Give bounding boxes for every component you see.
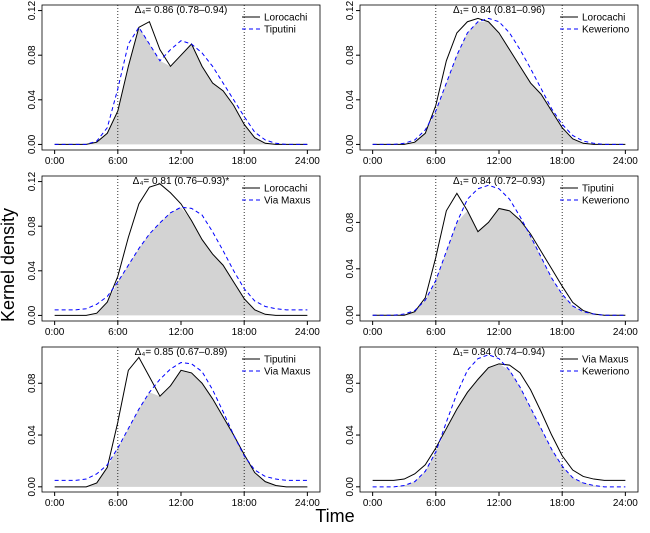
density-line (54, 21, 308, 145)
y-tick-label: 0.04 (345, 425, 356, 445)
y-tick-label: 0.08 (345, 45, 356, 65)
x-tick-label: 12:00 (486, 327, 511, 338)
panel: 0:00 6:00 12:00 18:00 24:00 0.00 0.04 0.08 0.12 Δ… (27, 0, 321, 167)
density-line (372, 363, 626, 481)
density-line (372, 17, 626, 145)
legend-label: Tiputini (582, 184, 614, 195)
x-tick-label: 24:00 (295, 498, 320, 509)
x-tick-label: 24:00 (613, 156, 638, 167)
x-axis-label: Time (315, 506, 354, 526)
x-tick-label: 12:00 (486, 498, 511, 509)
density-line (372, 354, 626, 488)
legend-label: Keweriono (582, 196, 630, 207)
y-axis-label: Kernel density (0, 208, 18, 322)
x-tick-label: 12:00 (486, 156, 511, 167)
legend-label: Tiputini (264, 355, 296, 366)
x-tick-label: 0:00 (45, 498, 65, 509)
y-tick-label: 0.12 (27, 171, 38, 191)
legend-label: Via Maxus (582, 355, 629, 366)
y-tick-label: 0.04 (27, 425, 38, 445)
x-tick-label: 18:00 (550, 498, 575, 509)
annotation: Δ₁= 0.84 (0.81–0.96) (453, 5, 545, 16)
overlap-area (372, 363, 626, 487)
y-tick-label: 0.04 (27, 90, 38, 110)
y-tick-label: 0.08 (345, 373, 356, 393)
density-line (54, 206, 308, 311)
x-tick-label: 6:00 (108, 156, 128, 167)
panel: 0:00 6:00 12:00 18:00 24:00 0.00 0.04 0.08 0.12 Δ… (345, 0, 639, 167)
density-line (372, 184, 626, 316)
density-line (372, 17, 626, 145)
density-line (54, 362, 308, 481)
y-tick-label: 0.00 (27, 305, 38, 325)
overlap-area (54, 27, 308, 145)
x-tick-label: 24:00 (613, 498, 638, 509)
panel: 0:00 6:00 12:00 18:00 24:00 0.00 0.04 0.08 Δ₁= 0… (345, 346, 639, 509)
y-tick-label: 0.00 (345, 477, 356, 497)
overlap-area (372, 208, 626, 316)
x-tick-label: 0:00 (45, 156, 65, 167)
y-tick-label: 0.00 (345, 305, 356, 325)
panel: 0:00 6:00 12:00 18:00 24:00 0.00 0.04 0.08 0.12 Δ… (27, 171, 321, 338)
x-tick-label: 0:00 (45, 327, 65, 338)
y-tick-label: 0.04 (345, 259, 356, 279)
x-tick-label: 12:00 (168, 498, 193, 509)
x-tick-label: 18:00 (550, 156, 575, 167)
density-line (54, 356, 308, 488)
overlap-area (54, 370, 308, 487)
legend-label: Lorocachi (264, 13, 307, 24)
x-tick-label: 18:00 (232, 327, 257, 338)
density-line (372, 192, 626, 316)
x-tick-label: 18:00 (232, 498, 257, 509)
legend-label: Via Maxus (264, 367, 311, 378)
x-tick-label: 12:00 (168, 156, 193, 167)
y-tick-label: 0.04 (27, 261, 38, 281)
x-tick-label: 18:00 (550, 327, 575, 338)
overlap-area (372, 21, 626, 145)
legend-label: Keweriono (582, 367, 630, 378)
y-tick-label: 0.00 (27, 134, 38, 154)
annotation: Δ₁= 0.84 (0.72–0.93) (453, 176, 545, 187)
y-tick-label: 0.00 (27, 477, 38, 497)
panel: 0:00 6:00 12:00 18:00 24:00 0.00 0.04 0.08 Δ₄= 0… (27, 346, 321, 509)
density-line (54, 26, 308, 145)
x-tick-label: 6:00 (108, 327, 128, 338)
x-tick-label: 6:00 (426, 156, 446, 167)
x-tick-label: 0:00 (363, 498, 383, 509)
panel: 0:00 6:00 12:00 18:00 24:00 0.00 0.04 0.08 Δ₁= 0… (345, 175, 639, 338)
y-tick-label: 0.08 (27, 45, 38, 65)
overlap-area (54, 207, 308, 316)
y-tick-label: 0.04 (345, 90, 356, 110)
x-tick-label: 24:00 (295, 156, 320, 167)
x-tick-label: 24:00 (613, 327, 638, 338)
y-tick-label: 0.12 (27, 0, 38, 20)
x-tick-label: 24:00 (295, 327, 320, 338)
x-tick-label: 18:00 (232, 156, 257, 167)
annotation: Δ₄= 0.85 (0.67–0.89) (135, 347, 228, 358)
y-tick-label: 0.08 (345, 212, 356, 232)
annotation: Δ₁= 0.84 (0.74–0.94) (453, 347, 545, 358)
x-tick-label: 6:00 (426, 327, 446, 338)
x-tick-label: 6:00 (426, 498, 446, 509)
legend-label: Via Maxus (264, 196, 311, 207)
x-tick-label: 12:00 (168, 327, 193, 338)
y-tick-label: 0.08 (27, 373, 38, 393)
y-tick-label: 0.00 (345, 134, 356, 154)
annotation: Δ₄= 0.86 (0.78–0.94) (135, 5, 228, 16)
x-tick-label: 6:00 (108, 498, 128, 509)
legend-label: Tiputini (264, 25, 296, 36)
x-tick-label: 0:00 (363, 327, 383, 338)
density-line (54, 183, 308, 316)
legend-label: Lorocachi (582, 13, 625, 24)
y-tick-label: 0.12 (345, 0, 356, 20)
x-tick-label: 0:00 (363, 156, 383, 167)
annotation: Δ₄= 0.81 (0.76–0.93)* (133, 176, 230, 187)
y-tick-label: 0.08 (27, 216, 38, 236)
legend-label: Keweriono (582, 25, 630, 36)
legend-label: Lorocachi (264, 184, 307, 195)
